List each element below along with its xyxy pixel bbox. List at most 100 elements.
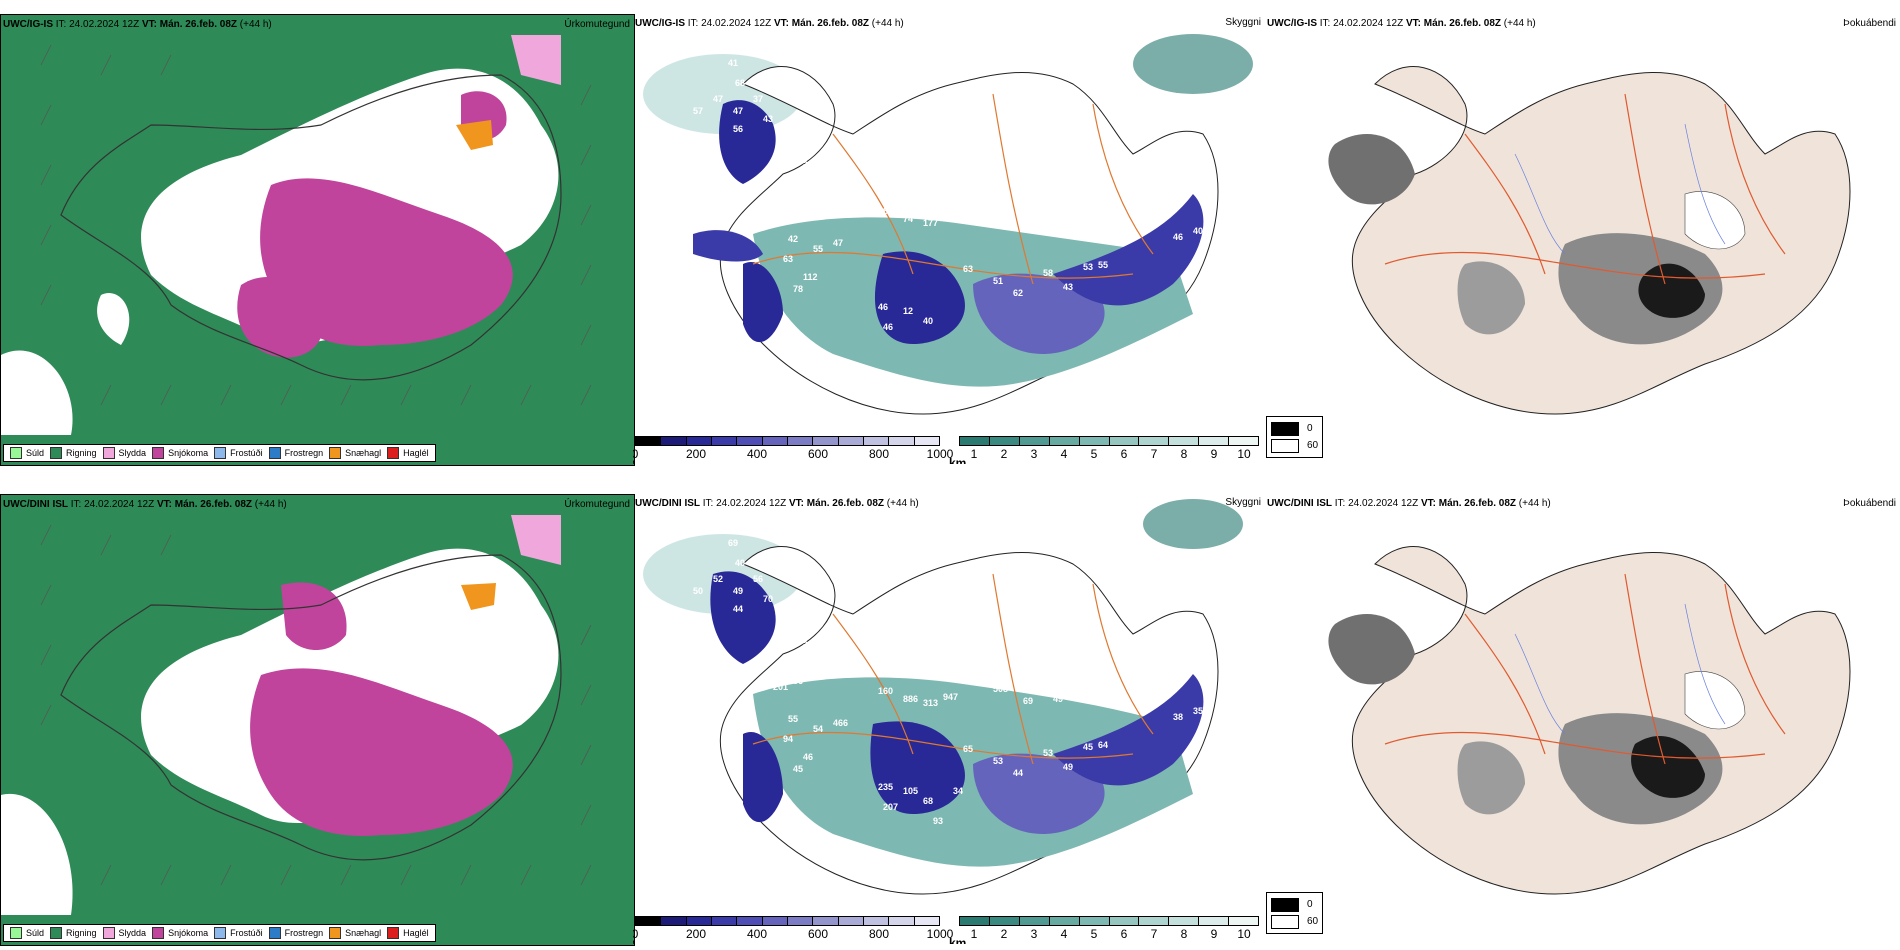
visibility-value-label: 69 (1023, 696, 1033, 706)
legend-swatch (387, 447, 400, 459)
colorbar-cell (737, 437, 763, 445)
colorbar-tick: 9 (1210, 447, 1218, 461)
visibility-value-label: 35 (1193, 706, 1203, 716)
precip-legend: Súld Rigning Slydda Snjókoma Frostúði Fr… (3, 924, 436, 942)
legend-item: Slydda (102, 927, 146, 939)
legend-item: Súld (10, 927, 44, 939)
colorbar-cell (1109, 437, 1140, 445)
colorbar-tick: 0 (633, 447, 639, 461)
visibility-value-label: 42 (788, 234, 798, 244)
fog-legend-row: 60 (1271, 913, 1318, 930)
visibility-value-label: 68 (808, 660, 818, 670)
visibility-value-label: 51 (993, 276, 1003, 286)
fog-map-igis (1328, 66, 1851, 415)
colorbar-cell (914, 917, 939, 925)
colorbar-tick: 1000 (926, 447, 954, 461)
fog-legend: 0 60 (1266, 416, 1324, 458)
visibility-value-label: 38 (1173, 712, 1183, 722)
visibility-value-label: 46 (803, 752, 813, 762)
colorbar-tick: 800 (868, 927, 890, 941)
visibility-value-label: 70 (763, 594, 773, 604)
visibility-value-label: 51 (1073, 582, 1083, 592)
visibility-value-label: 53 (993, 756, 1003, 766)
visibility-title-igis: UWC/IG-IS IT: 24.02.2024 12Z VT: Mán. 26… (635, 18, 904, 29)
colorbar-cell (1079, 917, 1110, 925)
visibility-value-label: 34 (953, 786, 963, 796)
colorbar-tick: 6 (1120, 927, 1128, 941)
visibility-value-label: 45 (793, 764, 803, 774)
visibility-panel-dini: 69 40 52 56 50 49 70 50 44 53 54 42 35 43 38 68 49 201 56 1… (633, 494, 1265, 944)
visibility-value-label: 37 (753, 94, 763, 104)
colorbar-tick: 800 (868, 447, 890, 461)
visibility-value-label: 63 (963, 264, 973, 274)
fog-map-dini (1328, 546, 1851, 895)
colorbar-cell (1049, 917, 1080, 925)
colorbar-cell (711, 917, 738, 925)
visibility-value-label: 289 (878, 206, 893, 216)
colorbar-cell (762, 917, 788, 925)
colorbar-tick: 4 (1060, 927, 1068, 941)
colorbar-tick: 400 (746, 447, 768, 461)
visibility-type-title: Skyggni (1225, 17, 1261, 28)
visibility-value-label: 55 (788, 714, 798, 724)
colorbar-cell (661, 917, 687, 925)
visibility-value-label: 105 (903, 786, 918, 796)
legend-item: Haglél (387, 447, 429, 459)
legend-item: Frostregn (268, 927, 323, 939)
visibility-value-label: 40 (923, 316, 933, 326)
visibility-value-label: 78 (793, 284, 803, 294)
colorbar-tick: 1 (970, 447, 978, 461)
visibility-value-label: 36 (673, 196, 683, 206)
visibility-value-label: 886 (903, 694, 918, 704)
fog-title-igis: UWC/IG-IS IT: 24.02.2024 12Z VT: Mán. 26… (1267, 18, 1536, 29)
visibility-value-label: 77 (963, 626, 973, 636)
visibility-value-label: 54 (808, 180, 818, 190)
visibility-value-label: 207 (883, 802, 898, 812)
colorbar-cell (960, 437, 990, 445)
legend-item: Súld (10, 447, 44, 459)
legend-swatch (268, 447, 281, 459)
legend-item: Frostúði (214, 447, 263, 459)
visibility-value-label: 53 (783, 122, 793, 132)
colorbar-tick: 200 (685, 447, 707, 461)
visibility-value-label: 130 (833, 176, 848, 186)
fog-legend-row: 60 (1271, 437, 1318, 454)
legend-item: Rigning (50, 927, 97, 939)
fog-panel-igis: UWC/IG-IS IT: 24.02.2024 12Z VT: Mán. 26… (1265, 14, 1900, 464)
legend-swatch (329, 447, 342, 459)
colorbar-cell (1169, 437, 1200, 445)
colorbar-unit: km (949, 936, 967, 944)
visibility-value-label: 46 (883, 322, 893, 332)
visibility-value-label: 466 (833, 718, 848, 728)
visibility-value-label: 55 (1098, 260, 1108, 270)
colorbar-cell (838, 917, 864, 925)
colorbar-cell (636, 437, 662, 445)
colorbar-cell (661, 437, 687, 445)
visibility-value-label: 40 (1233, 662, 1243, 672)
legend-item: Snjókoma (152, 927, 208, 939)
colorbar-tick: 400 (746, 927, 768, 941)
colorbar-cell (787, 437, 814, 445)
colorbar-tick: 600 (807, 927, 829, 941)
legend-swatch (387, 927, 400, 939)
visibility-value-label: 65 (963, 744, 973, 754)
colorbar-tick: 1000 (926, 927, 954, 941)
colorbar-cell (863, 917, 890, 925)
colorbar-cell (914, 437, 939, 445)
visibility-value-label: 62 (1013, 288, 1023, 298)
legend-item: Rigning (50, 447, 97, 459)
visibility-title-dini: UWC/DINI ISL IT: 24.02.2024 12Z VT: Mán.… (635, 498, 919, 509)
visibility-value-label: 160 (878, 686, 893, 696)
colorbar-cell (889, 437, 915, 445)
colorbar-cell (1229, 917, 1259, 925)
visibility-value-label: 93 (933, 816, 943, 826)
elevation-ticks: m0 200 400 600 800 1000 (633, 926, 953, 944)
visibility-cells (959, 436, 1259, 446)
legend-swatch (50, 447, 63, 459)
visibility-type-title: Skyggni (1225, 497, 1261, 508)
visibility-value-label: 65 (933, 608, 943, 618)
elevation-colorbar: m0 200 400 600 800 1000 (633, 436, 953, 464)
colorbar-tick: 2 (1000, 447, 1008, 461)
visibility-value-label: 53 (793, 624, 803, 634)
visibility-value-label: 63 (783, 254, 793, 264)
